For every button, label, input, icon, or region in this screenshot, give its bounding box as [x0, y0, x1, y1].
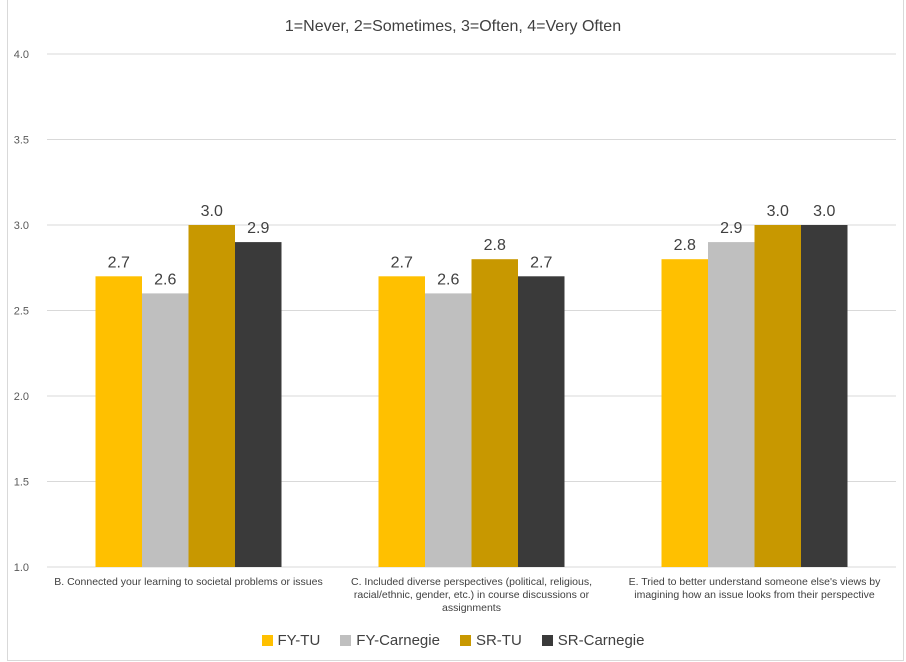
legend-label: SR-TU — [475, 632, 522, 649]
data-label: 3.0 — [767, 203, 789, 220]
bar — [188, 225, 235, 567]
data-label: 2.7 — [530, 254, 552, 271]
legend-item: FY-TU — [261, 632, 321, 649]
legend-item: SR-TU — [459, 632, 522, 649]
legend-swatch — [541, 635, 553, 646]
legend-swatch — [261, 635, 273, 646]
bar — [754, 225, 801, 567]
bar — [425, 293, 472, 567]
y-tick-label: 1.5 — [14, 477, 29, 489]
data-label: 2.7 — [108, 254, 130, 271]
bar — [471, 259, 518, 567]
bar — [95, 276, 142, 567]
bar — [708, 242, 755, 567]
bar — [661, 259, 708, 567]
bar — [235, 242, 282, 567]
data-label: 2.8 — [674, 237, 696, 254]
y-tick-label: 3.5 — [14, 135, 29, 147]
y-tick-label: 4.0 — [14, 49, 29, 61]
bar — [518, 276, 565, 567]
bar — [142, 293, 189, 567]
legend-swatch — [340, 635, 352, 646]
data-label: 2.7 — [391, 254, 413, 271]
x-category-label: E. Tried to better understand someone el… — [628, 576, 881, 601]
bar — [378, 276, 425, 567]
legend-swatch — [459, 635, 471, 646]
legend-item: FY-Carnegie — [340, 632, 440, 649]
y-axis-ticks: 1.0 1.5 2.0 2.5 3.0 3.5 4.0 — [14, 49, 29, 574]
y-tick-label: 2.0 — [14, 391, 29, 403]
chart-title: 1=Never, 2=Sometimes, 3=Often, 4=Very Of… — [284, 18, 622, 35]
data-label: 3.0 — [201, 203, 223, 220]
bars — [95, 225, 848, 567]
y-tick-label: 1.0 — [14, 562, 29, 574]
chart-frame — [7, 0, 904, 661]
bar — [801, 225, 848, 567]
x-category-label: B. Connected your learning to societal p… — [54, 576, 323, 588]
legend-label: FY-TU — [277, 632, 321, 649]
data-label: 2.6 — [437, 271, 459, 288]
y-tick-label: 3.0 — [14, 220, 29, 232]
data-labels: 2.7 2.6 3.0 2.9 2.7 2.6 2.8 2.7 2.8 2.9 3.0 3.0 — [108, 203, 836, 288]
legend-label: FY-Carnegie — [356, 632, 440, 649]
legend: FY-TU FY-Carnegie SR-TU SR-Carnegie — [0, 632, 906, 649]
data-label: 2.9 — [720, 220, 742, 237]
legend-item: SR-Carnegie — [541, 632, 645, 649]
data-label: 3.0 — [813, 203, 835, 220]
data-label: 2.9 — [247, 220, 269, 237]
data-label: 2.8 — [484, 237, 506, 254]
data-label: 2.6 — [154, 271, 176, 288]
legend-label: SR-Carnegie — [557, 632, 645, 649]
y-tick-label: 2.5 — [14, 306, 29, 318]
x-category-label: C. Included diverse perspectives (politi… — [350, 576, 593, 614]
